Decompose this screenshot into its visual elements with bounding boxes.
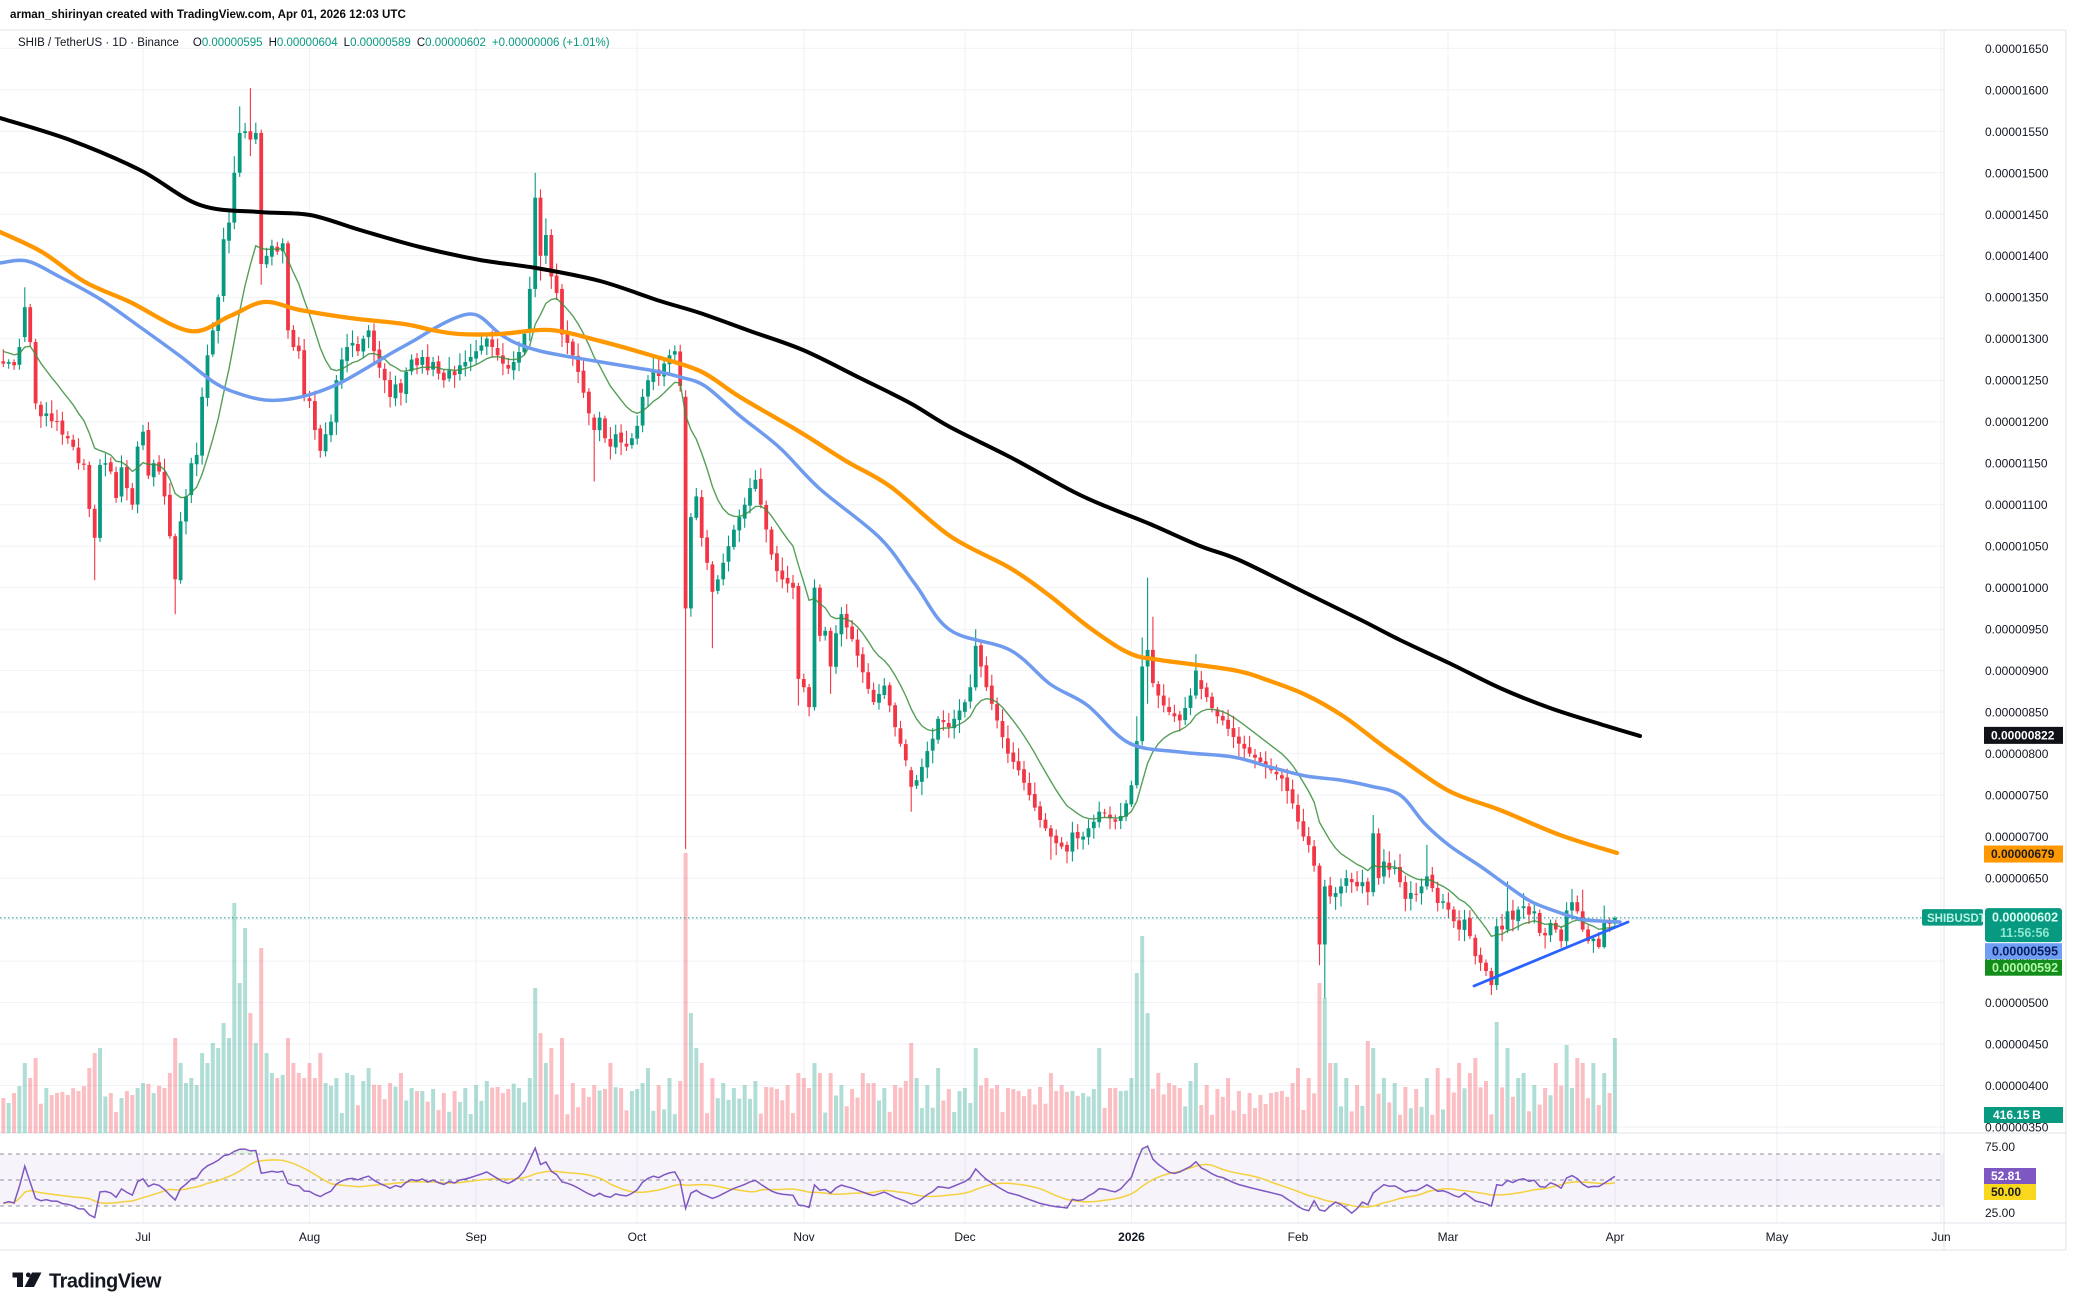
svg-text:0.00001400: 0.00001400 [1985, 249, 2049, 263]
svg-text:Dec: Dec [954, 1230, 975, 1244]
svg-text:0.00000500: 0.00000500 [1985, 996, 2049, 1010]
svg-text:25.00: 25.00 [1985, 1206, 2015, 1220]
svg-text:0.00001650: 0.00001650 [1985, 42, 2049, 56]
svg-text:2026: 2026 [1118, 1230, 1145, 1244]
svg-text:0.00000750: 0.00000750 [1985, 789, 2049, 803]
svg-text:52.81: 52.81 [1991, 1169, 2021, 1183]
svg-text:0.00001150: 0.00001150 [1985, 457, 2048, 471]
svg-text:0.00001100: 0.00001100 [1985, 498, 2048, 512]
svg-text:0.00000679: 0.00000679 [1991, 847, 2055, 861]
svg-text:Jul: Jul [135, 1230, 150, 1244]
svg-text:0.00001000: 0.00001000 [1985, 581, 2049, 595]
svg-text:0.00001450: 0.00001450 [1985, 208, 2049, 222]
svg-text:Nov: Nov [793, 1230, 814, 1244]
svg-text:0.00000650: 0.00000650 [1985, 872, 2049, 886]
svg-text:0.00000450: 0.00000450 [1985, 1038, 2049, 1052]
svg-text:0.00000850: 0.00000850 [1985, 706, 2049, 720]
svg-text:0.00001350: 0.00001350 [1985, 291, 2049, 305]
svg-text:TradingView: TradingView [49, 1271, 162, 1293]
svg-text:0.00000350: 0.00000350 [1985, 1121, 2049, 1135]
svg-text:Sep: Sep [465, 1230, 487, 1244]
svg-text:75.00: 75.00 [1985, 1140, 2015, 1154]
svg-text:0.00000822: 0.00000822 [1991, 729, 2055, 743]
svg-text:0.00001200: 0.00001200 [1985, 415, 2049, 429]
svg-text:Apr: Apr [1606, 1230, 1625, 1244]
svg-text:SHIB / TetherUS · 1D · Binance: SHIB / TetherUS · 1D · Binance O0.0000059… [18, 37, 610, 49]
svg-text:0.00000900: 0.00000900 [1985, 664, 2049, 678]
svg-text:Aug: Aug [299, 1230, 320, 1244]
svg-text:0.00000950: 0.00000950 [1985, 623, 2049, 637]
svg-text:0.00001050: 0.00001050 [1985, 540, 2049, 554]
svg-text:Feb: Feb [1288, 1230, 1309, 1244]
svg-text:0.00000800: 0.00000800 [1985, 747, 2049, 761]
svg-text:arman_shirinyan created with T: arman_shirinyan created with TradingView… [10, 8, 406, 21]
svg-text:Oct: Oct [628, 1230, 647, 1244]
svg-text:SHIBUSDT: SHIBUSDT [1927, 913, 1986, 925]
svg-text:Jun: Jun [1931, 1230, 1950, 1244]
svg-text:50.00: 50.00 [1991, 1185, 2021, 1199]
svg-text:11:56:56: 11:56:56 [2000, 926, 2049, 940]
svg-text:0.00001600: 0.00001600 [1985, 83, 2049, 97]
svg-text:0.00001250: 0.00001250 [1985, 374, 2049, 388]
svg-text:0.00000602: 0.00000602 [1992, 910, 2058, 924]
svg-text:0.00000700: 0.00000700 [1985, 830, 2049, 844]
svg-text:May: May [1766, 1230, 1789, 1244]
svg-text:Mar: Mar [1438, 1230, 1459, 1244]
svg-text:0.00001500: 0.00001500 [1985, 166, 2049, 180]
svg-text:0.00000592: 0.00000592 [1992, 961, 2058, 975]
svg-text:416.15 B: 416.15 B [1993, 1108, 2041, 1122]
svg-text:0.00000595: 0.00000595 [1992, 945, 2058, 959]
svg-text:0.00000400: 0.00000400 [1985, 1079, 2049, 1093]
svg-text:0.00001300: 0.00001300 [1985, 332, 2049, 346]
svg-text:0.00001550: 0.00001550 [1985, 125, 2049, 139]
